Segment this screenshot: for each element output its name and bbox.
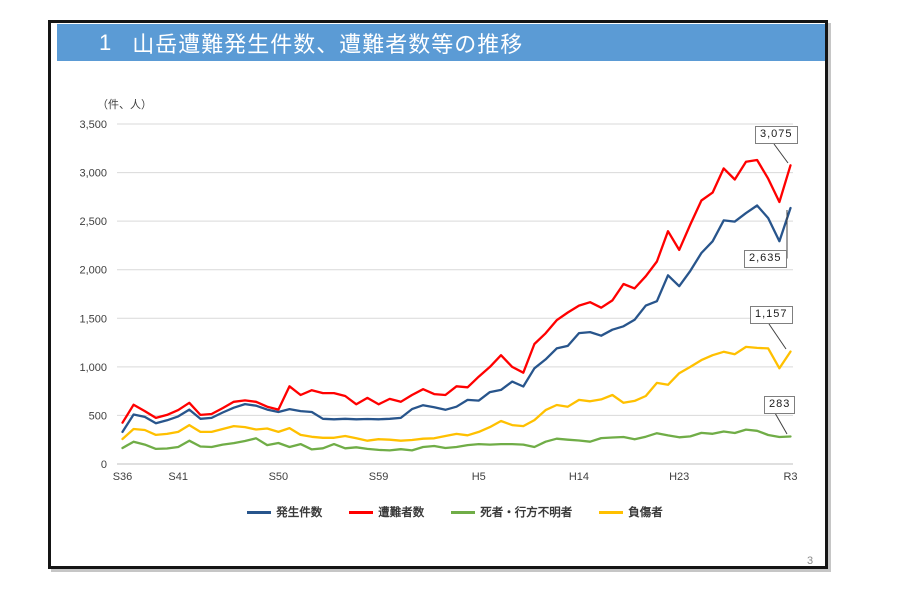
chart-legend: 発生件数 遭難者数 死者・行方不明者 負傷者 — [117, 504, 793, 520]
callout-injured: 1,157 — [750, 306, 793, 324]
legend-item-deaths-missing: 死者・行方不明者 — [451, 504, 572, 520]
page-title: 山岳遭難発生件数、遭難者数等の推移 — [132, 31, 524, 57]
legend-item-incidents: 発生件数 — [247, 504, 322, 520]
legend-swatch-injured — [599, 510, 624, 514]
legend-label-incidents: 発生件数 — [276, 507, 323, 519]
slide-title-bar: 1 山岳遭難発生件数、遭難者数等の推移 — [57, 24, 825, 61]
callout-victims: 3,075 — [755, 126, 798, 144]
callout-deaths-missing: 283 — [764, 396, 796, 414]
legend-swatch-victims — [349, 510, 374, 514]
page-number: 3 — [807, 555, 814, 567]
slide-page: 1 山岳遭難発生件数、遭難者数等の推移 3 — [48, 20, 828, 569]
legend-swatch-incidents — [247, 510, 272, 514]
legend-item-injured: 負傷者 — [599, 504, 663, 520]
callout-incidents: 2,635 — [744, 250, 787, 268]
legend-swatch-deaths-missing — [451, 510, 476, 514]
axis-unit-label: （件、人） — [97, 99, 152, 111]
legend-label-injured: 負傷者 — [628, 507, 663, 519]
title-index: 1 — [99, 29, 113, 55]
legend-label-deaths-missing: 死者・行方不明者 — [480, 507, 573, 519]
legend-label-victims: 遭難者数 — [378, 507, 425, 519]
legend-item-victims: 遭難者数 — [349, 504, 424, 520]
